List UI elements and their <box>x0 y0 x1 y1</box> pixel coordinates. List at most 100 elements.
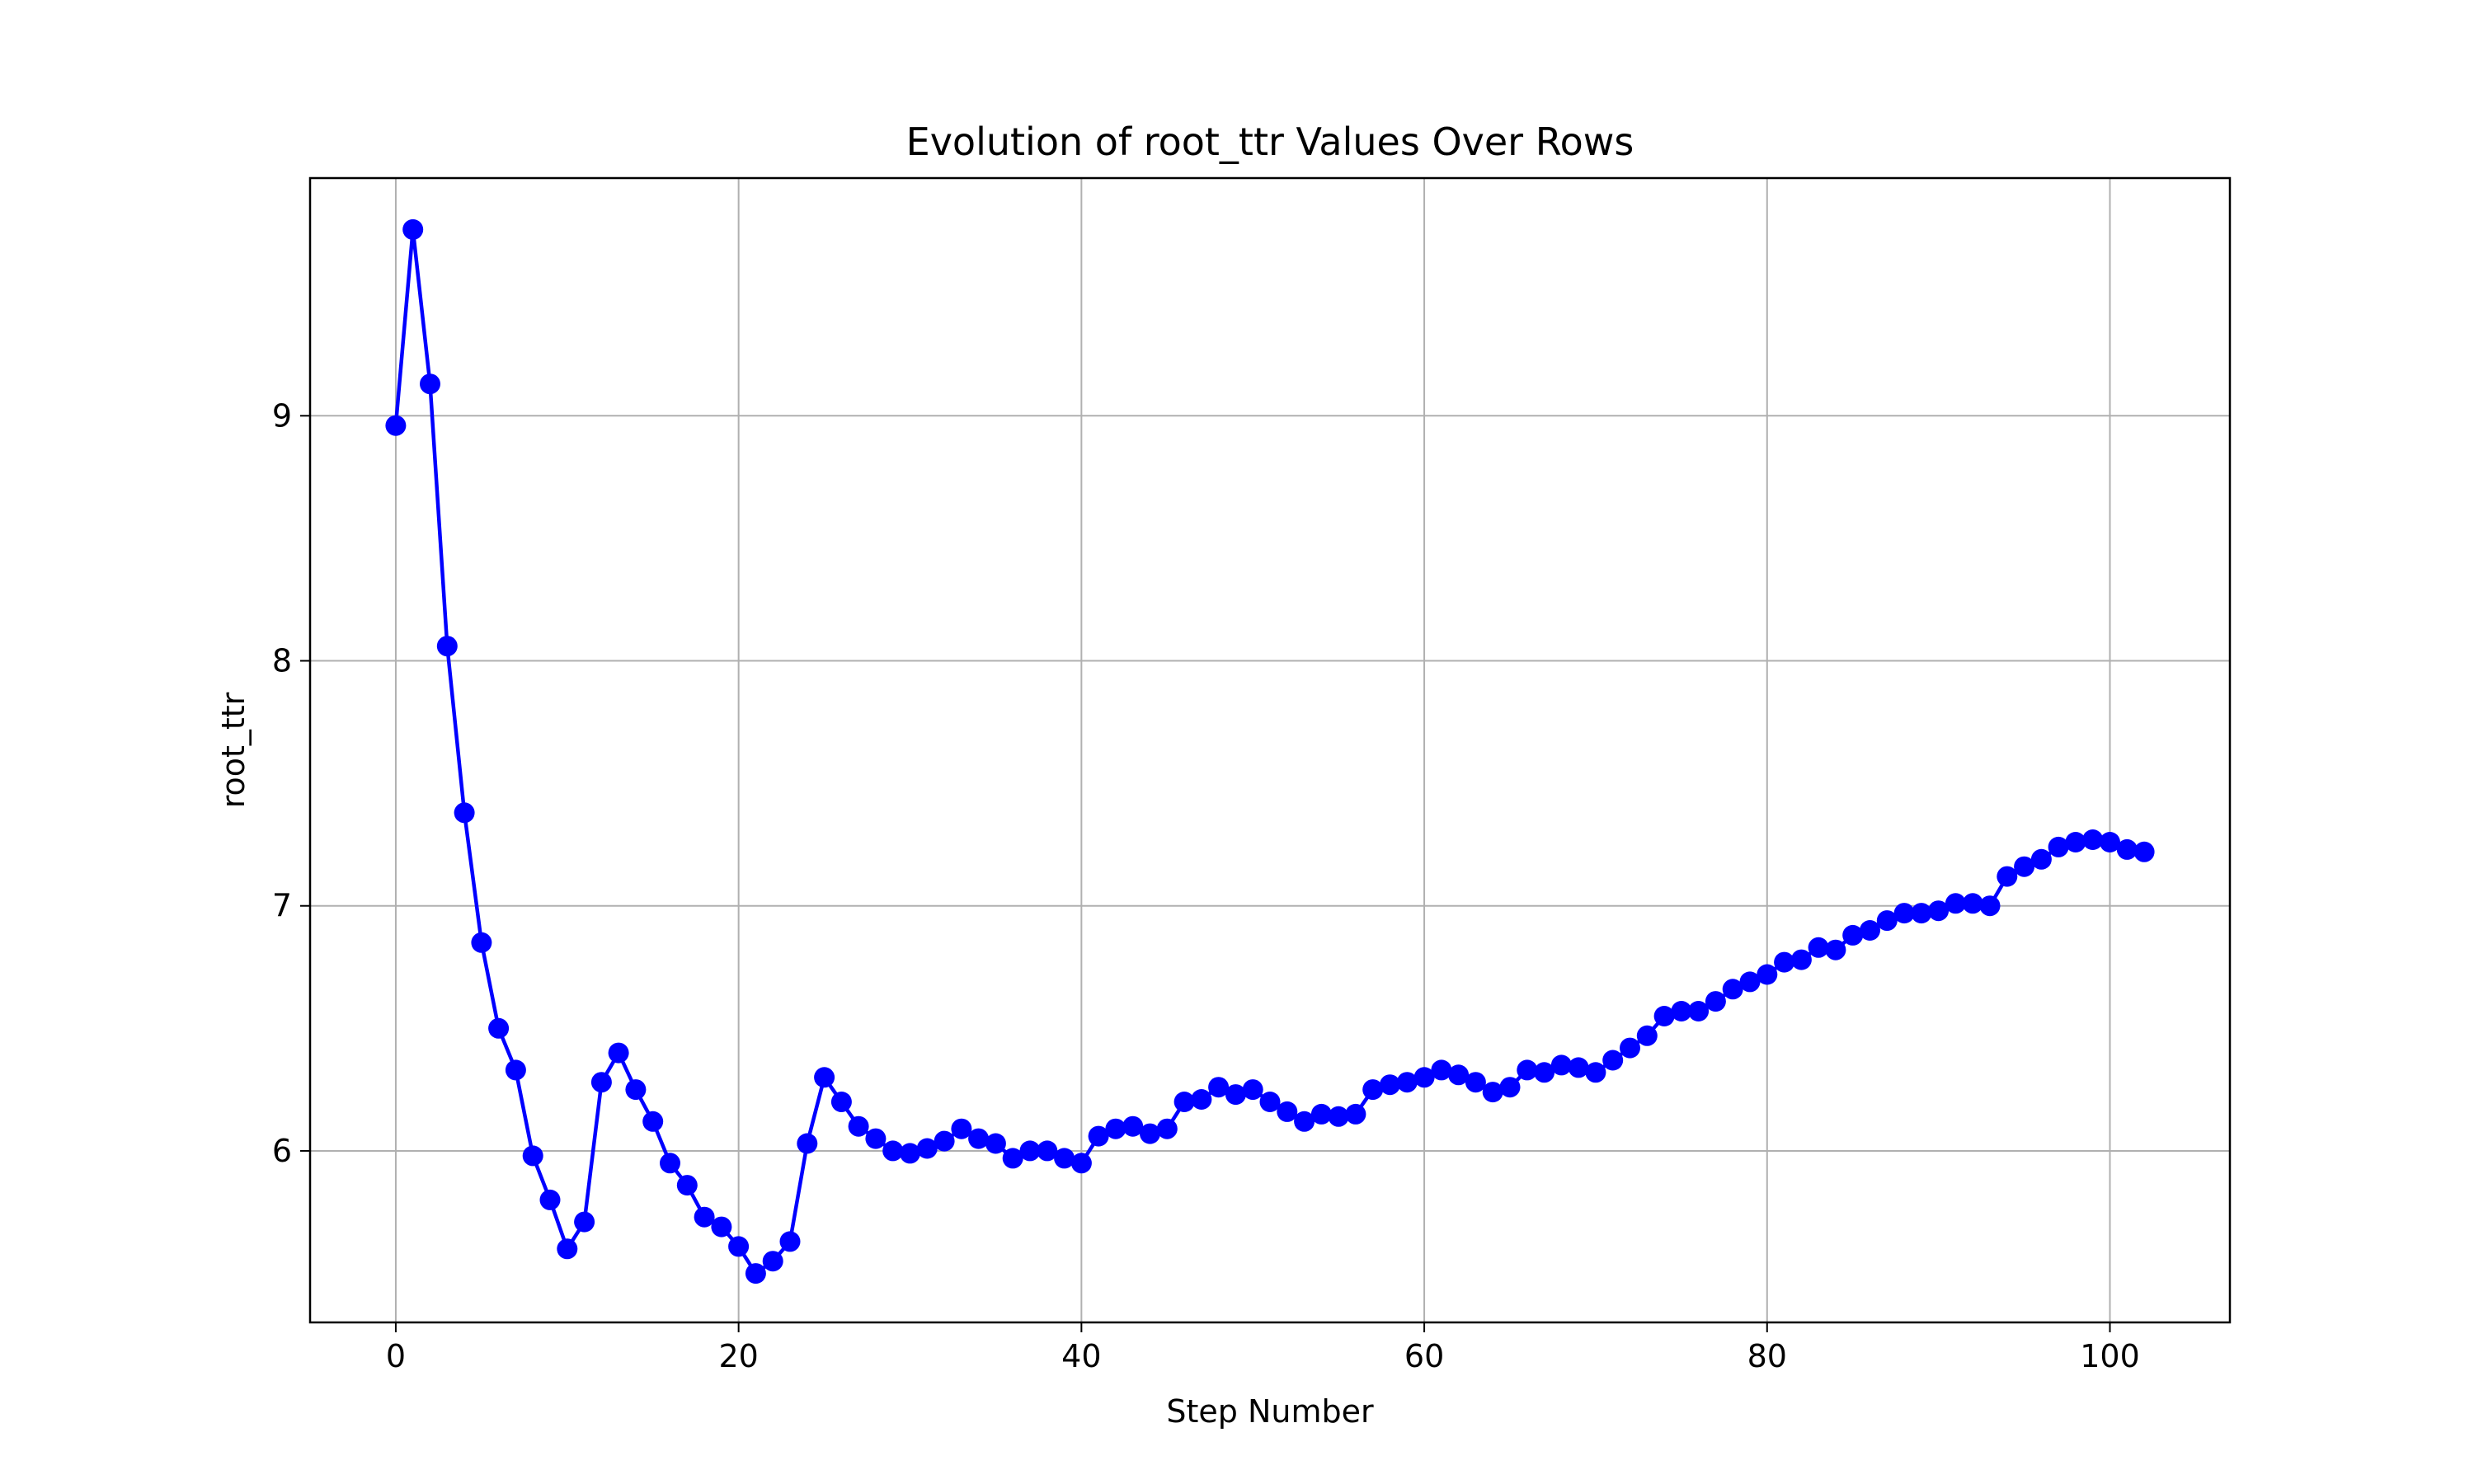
data-point <box>1140 1123 1160 1144</box>
x-tick-label: 20 <box>718 1338 758 1374</box>
data-point <box>1208 1077 1230 1098</box>
data-point <box>1808 937 1829 958</box>
data-point <box>728 1236 750 1257</box>
data-point <box>951 1118 972 1139</box>
data-point <box>1380 1074 1400 1096</box>
data-point <box>1396 1072 1418 1093</box>
data-point <box>1722 979 1743 1000</box>
x-tick-label: 100 <box>2080 1338 2140 1374</box>
data-point <box>2082 829 2104 850</box>
data-point <box>1328 1106 1349 1127</box>
data-point <box>1259 1092 1281 1112</box>
data-point <box>882 1140 904 1162</box>
data-point <box>2065 832 2086 852</box>
data-point <box>2116 838 2138 860</box>
data-point <box>1705 991 1726 1012</box>
y-tick-label: 7 <box>272 888 292 924</box>
data-point <box>1688 1001 1710 1021</box>
data-point <box>1019 1140 1041 1162</box>
data-point <box>488 1017 510 1039</box>
data-point <box>1671 1001 1692 1021</box>
data-point <box>1225 1084 1246 1106</box>
data-point <box>1534 1062 1555 1083</box>
data-point <box>762 1251 783 1272</box>
data-point <box>968 1128 990 1149</box>
data-point <box>436 636 458 657</box>
data-point <box>916 1138 938 1159</box>
data-point <box>814 1067 835 1088</box>
data-point <box>1585 1062 1606 1083</box>
data-point <box>1362 1079 1384 1101</box>
data-point <box>1860 920 1880 941</box>
data-point <box>1739 971 1761 993</box>
data-point <box>1945 893 1966 914</box>
data-point <box>848 1115 869 1137</box>
y-tick-label: 8 <box>272 643 292 679</box>
data-point <box>1465 1072 1486 1093</box>
data-point <box>1757 964 1778 985</box>
series-layer <box>385 218 2155 1284</box>
data-point <box>779 1231 801 1252</box>
data-point <box>1122 1115 1144 1137</box>
data-point <box>2030 848 2052 870</box>
data-point <box>1568 1057 1589 1078</box>
data-point <box>1037 1140 1058 1162</box>
data-point <box>1277 1101 1298 1122</box>
data-point <box>1653 1006 1675 1026</box>
plot-frame <box>308 176 2232 1324</box>
data-point <box>865 1128 887 1149</box>
data-point <box>385 415 407 436</box>
data-point <box>1310 1103 1332 1125</box>
data-point <box>625 1079 647 1101</box>
data-point <box>642 1111 664 1132</box>
data-point <box>1997 866 2018 887</box>
data-point <box>1893 903 1915 924</box>
data-point <box>797 1133 818 1154</box>
plot-area-background <box>310 178 2230 1322</box>
data-point <box>1002 1148 1023 1169</box>
data-point <box>1620 1037 1640 1059</box>
data-point <box>1517 1059 1538 1081</box>
data-point <box>608 1042 629 1064</box>
data-point <box>1413 1067 1435 1088</box>
data-point <box>1191 1089 1212 1110</box>
data-point <box>1550 1054 1572 1076</box>
data-point <box>454 802 475 824</box>
data-point <box>1842 924 1864 946</box>
data-point <box>1876 910 1898 932</box>
data-point <box>1174 1092 1195 1112</box>
data-point <box>1088 1125 1109 1147</box>
data-point <box>557 1238 578 1260</box>
data-point <box>2100 832 2120 852</box>
data-point <box>471 932 492 953</box>
data-point <box>1070 1153 1092 1174</box>
x-axis-ticks: 0 20 40 60 80 100 <box>386 1322 2140 1374</box>
data-point <box>539 1189 561 1210</box>
y-axis-title: root_ttr <box>215 692 252 808</box>
data-point <box>2014 856 2035 877</box>
data-point <box>745 1263 766 1284</box>
y-tick-label: 6 <box>272 1133 292 1169</box>
data-point <box>1774 951 1795 973</box>
data-point <box>900 1143 920 1164</box>
data-point <box>2133 841 2155 862</box>
data-point <box>1448 1064 1470 1086</box>
data-point <box>1054 1148 1075 1169</box>
x-tick-label: 40 <box>1061 1338 1101 1374</box>
data-point <box>590 1072 612 1093</box>
data-point <box>1431 1059 1452 1081</box>
x-tick-label: 0 <box>386 1338 406 1374</box>
data-point <box>830 1092 852 1112</box>
data-point <box>1825 939 1846 960</box>
data-point <box>660 1153 680 1174</box>
x-tick-label: 80 <box>1747 1338 1787 1374</box>
data-point <box>676 1175 698 1196</box>
data-point <box>1962 893 1983 914</box>
data-point <box>1242 1079 1263 1101</box>
y-tick-label: 9 <box>272 397 292 434</box>
data-point <box>574 1211 595 1233</box>
data-point <box>1499 1077 1521 1098</box>
data-point <box>522 1145 543 1167</box>
